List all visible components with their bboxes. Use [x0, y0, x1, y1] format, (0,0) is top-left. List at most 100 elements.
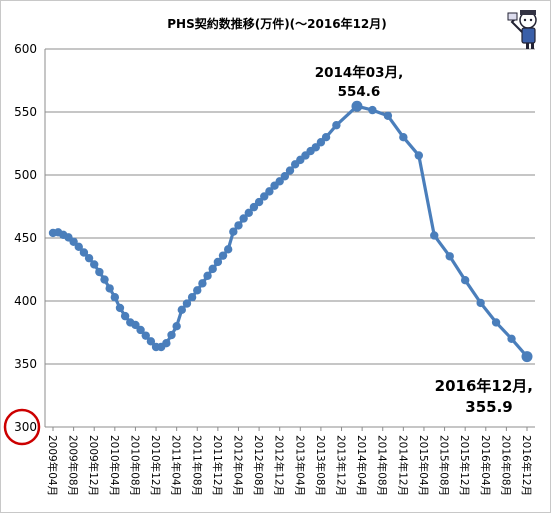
x-tick-label: 2014年04月: [355, 435, 368, 496]
series: [48, 100, 533, 363]
chart-title: PHS契約数推移(万件)(～2016年12月): [167, 16, 387, 31]
data-point: [460, 276, 470, 285]
data-point: [285, 166, 295, 175]
data-point: [311, 143, 320, 152]
data-point: [521, 351, 533, 363]
annotation-last-value: 355.9: [465, 398, 512, 416]
data-point: [280, 172, 290, 181]
x-tick-label: 2015年12月: [458, 435, 471, 496]
mascot-logo: [507, 10, 537, 49]
annotations: 2014年03月, 554.6 2016年12月, 355.9: [3, 64, 533, 446]
x-tick-label: 2009年08月: [67, 435, 80, 496]
data-point: [172, 322, 181, 331]
x-tick-label: 2012年12月: [273, 435, 286, 496]
x-tick-label: 2011年12月: [211, 435, 224, 496]
data-point: [445, 252, 454, 261]
annotation-peak-value: 554.6: [338, 84, 381, 100]
data-point: [368, 105, 377, 115]
data-point: [507, 334, 516, 343]
x-tick-label: 2010年04月: [108, 435, 121, 496]
x-tick-label: 2014年12月: [396, 435, 409, 496]
gridlines: [44, 48, 535, 428]
data-point: [491, 318, 501, 327]
y-tick-label: 350: [14, 357, 37, 371]
data-point: [203, 271, 212, 280]
data-point: [234, 221, 243, 230]
data-point: [223, 245, 233, 254]
data-point: [414, 151, 424, 160]
x-tick-label: 2012年08月: [252, 435, 265, 496]
data-point: [399, 133, 408, 142]
data-point: [476, 298, 485, 308]
x-tick-label: 2011年04月: [170, 435, 183, 496]
data-point: [131, 320, 140, 330]
data-point: [218, 251, 228, 260]
x-tick-label: 2014年08月: [376, 435, 389, 496]
data-point: [430, 231, 439, 240]
x-tick-label: 2015年04月: [417, 435, 430, 496]
data-point: [254, 197, 264, 207]
data-point: [321, 133, 331, 142]
y-tick-label: 550: [14, 105, 37, 119]
data-point: [193, 286, 202, 295]
y-tick-label: 400: [14, 294, 37, 308]
data-point: [229, 227, 238, 236]
x-tick-label: 2009年12月: [87, 435, 100, 496]
x-tick-label: 2015年08月: [438, 435, 451, 496]
y-tick-label: 300: [14, 420, 37, 434]
data-point: [332, 121, 341, 130]
data-point: [383, 111, 393, 120]
data-point: [120, 311, 130, 321]
x-tick-label: 2009年04月: [46, 435, 59, 496]
x-tick-label: 2011年08月: [190, 435, 203, 496]
data-point: [260, 192, 269, 201]
data-point: [110, 293, 120, 302]
x-tick-label: 2016年12月: [520, 435, 533, 496]
x-tick-label: 2010年12月: [149, 435, 162, 496]
data-point: [198, 279, 207, 288]
y-tick-label: 500: [14, 168, 37, 182]
data-point: [249, 202, 259, 212]
x-tick-label: 2012年04月: [231, 435, 244, 496]
data-point: [244, 208, 253, 217]
x-tick-label: 2010年08月: [128, 435, 141, 496]
data-point: [100, 275, 109, 284]
x-tick-label: 2016年08月: [499, 435, 512, 496]
annotation-peak-date: 2014年03月,: [315, 64, 404, 81]
data-point: [74, 242, 83, 252]
data-point: [177, 305, 187, 315]
data-point: [136, 325, 145, 335]
y-axis-ticks: 300 350 400 450 500 550 600: [14, 42, 37, 434]
annotation-last-date: 2016年12月,: [435, 377, 533, 395]
data-point: [69, 237, 78, 246]
data-point: [275, 177, 284, 186]
highlight-circle: [3, 408, 41, 446]
y-tick-label: 600: [14, 42, 37, 56]
y-tick-label: 450: [14, 231, 37, 245]
data-point: [351, 100, 363, 112]
data-point: [213, 257, 223, 267]
data-point: [79, 248, 89, 257]
data-point: [167, 330, 176, 340]
data-point: [162, 339, 171, 348]
data-point: [187, 293, 197, 302]
data-point: [239, 214, 248, 223]
data-point: [95, 267, 104, 277]
x-tick-label: 2013年04月: [293, 435, 306, 496]
x-tick-label: 2016年04月: [479, 435, 492, 496]
data-point: [265, 187, 274, 196]
data-point: [90, 260, 99, 269]
data-point: [84, 253, 94, 263]
data-point: [141, 331, 150, 340]
data-point: [182, 299, 192, 308]
data-point: [146, 337, 156, 346]
data-point: [316, 138, 326, 147]
x-axis-ticks: 2009年04月 2009年08月 2009年12月 2010年04月 2010年08月…: [46, 427, 533, 496]
x-tick-label: 2013年08月: [314, 435, 327, 496]
data-point: [105, 284, 114, 293]
data-point: [115, 303, 125, 313]
data-point: [208, 264, 217, 274]
x-tick-label: 2013年12月: [335, 435, 348, 496]
